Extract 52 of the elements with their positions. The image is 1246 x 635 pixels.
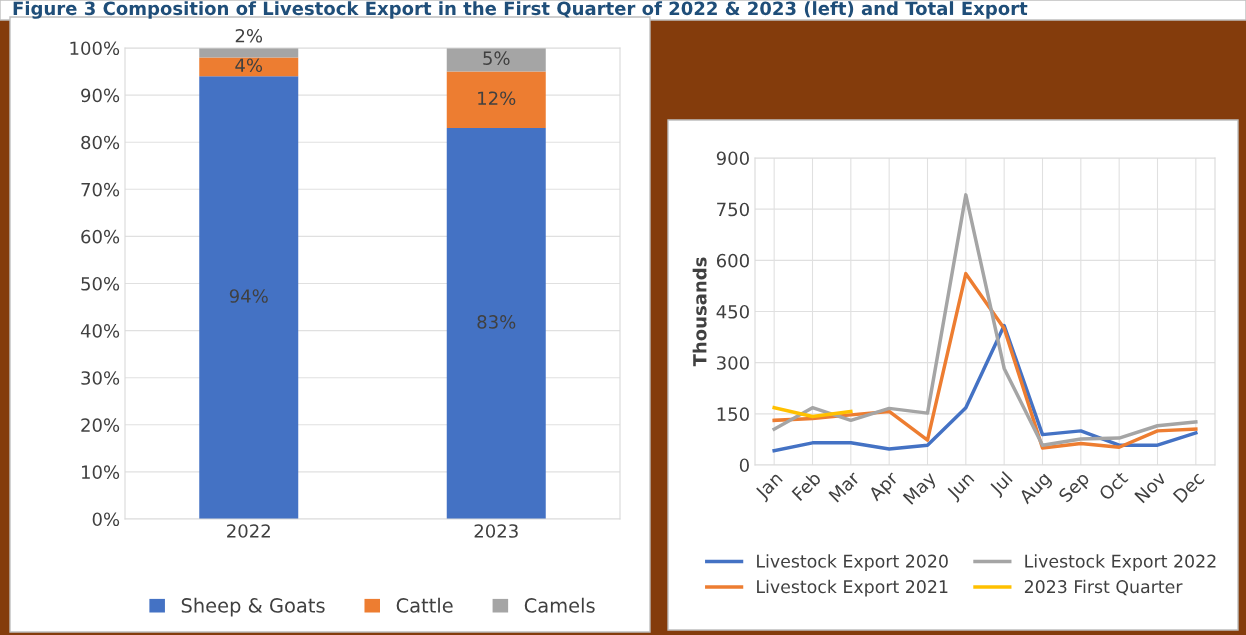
x-tick-label: Sep [1057,470,1093,506]
y-tick-label: 150 [717,407,749,421]
y-tick-label: 0 [739,458,749,473]
y-tick-label: 900 [716,151,749,166]
bar [446,48,546,72]
legend-label: Cattle [396,597,453,613]
legend-label: 2023 First Quarter [1024,579,1183,596]
data-label: 5% [483,51,510,66]
x-tick-label: Oct [1098,470,1129,502]
bar [446,128,546,519]
y-tick-label: 40% [80,324,120,338]
line-series [772,193,1198,447]
y-tick-label: 30% [81,371,120,385]
legend-label: Livestock Export 2022 [1025,554,1216,572]
bar [446,71,546,129]
x-tick-label: Dec [1172,471,1205,504]
legend-label: Camels [524,597,595,613]
y-tick-label: 60% [81,229,120,244]
data-label: 2% [235,28,263,43]
legend-label: Livestock Export 2021 [757,579,948,597]
y-tick-label: 0% [92,512,120,527]
y-tick-label: 20% [81,418,120,432]
x-tick-label: Jul [988,471,1016,499]
y-tick-label: 300 [717,356,749,370]
y-tick-label: 600 [716,253,749,268]
x-tick-label: Jun [945,471,978,503]
bar [199,76,299,519]
legend-label: Livestock Export 2020 [757,554,948,572]
chart-title: Figure 3 Composition of Livestock Export in the First Quarter of 2022 & 2023 (left) and Total Export [13,1,1028,19]
y-tick-label: 450 [716,304,749,319]
y-tick-label: 50% [81,276,120,291]
x-tick-label: Apr [867,470,902,505]
x-tick-label: Nov [1134,470,1167,504]
y-tick-label: 80% [81,135,120,150]
legend-label: Sheep & Goats [181,597,325,617]
x-tick-label: 2023 [474,524,518,538]
data-label: 94% [229,289,268,303]
line-series [772,271,1198,450]
bar [199,57,299,77]
x-tick-label: Feb [791,470,822,502]
y-tick-label: 70% [81,182,120,197]
data-label: 4% [235,58,263,73]
y-tick-label: 100% [70,41,120,56]
data-label: 12% [478,91,516,106]
y-axis-title: Thousands [692,257,707,367]
line-series [772,323,1198,453]
x-tick-label: Jan [754,471,786,503]
y-tick-label: 750 [717,202,749,217]
y-tick-label: 10% [81,465,120,480]
x-tick-label: 2022 [227,524,270,538]
data-label: 83% [477,315,516,329]
y-tick-label: 90% [81,88,120,103]
